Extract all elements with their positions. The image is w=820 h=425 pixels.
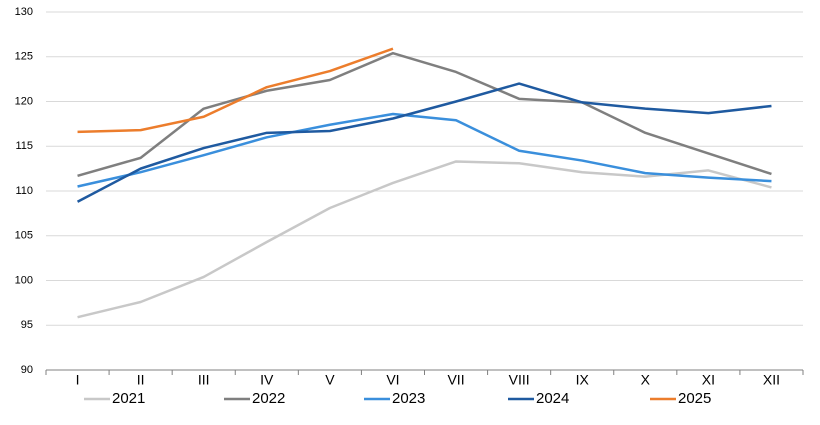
series-line	[77, 160, 772, 319]
legend-label: 2024	[536, 390, 569, 407]
series-line	[76, 82, 772, 203]
legend-label: 2021	[112, 390, 145, 407]
x-tick-label: VIII	[509, 372, 530, 388]
y-tick-label: 110	[15, 185, 33, 197]
legend-label: 2025	[678, 390, 711, 407]
y-tick-label: 105	[15, 230, 33, 242]
x-tick-label: XI	[702, 372, 715, 388]
x-tick-label: VI	[386, 372, 399, 388]
series-line	[77, 47, 394, 134]
y-tick-label: 120	[15, 95, 33, 107]
series-line	[77, 112, 772, 188]
x-tick-label: I	[76, 372, 80, 388]
x-tick-label: IX	[576, 372, 590, 388]
series-line	[77, 51, 772, 177]
x-tick-label: X	[641, 372, 651, 388]
x-tick-label: IV	[260, 372, 274, 388]
y-tick-label: 130	[15, 6, 33, 18]
legend-label: 2023	[392, 390, 425, 407]
y-tick-label: 125	[15, 51, 33, 63]
y-tick-label: 90	[21, 364, 33, 376]
y-tick-label: 115	[15, 140, 33, 152]
x-tick-label: XII	[763, 372, 780, 388]
legend-label: 2022	[252, 390, 285, 407]
x-tick-label: II	[137, 372, 145, 388]
x-tick-label: V	[325, 372, 335, 388]
x-tick-label: VII	[447, 372, 464, 388]
x-tick-label: III	[198, 372, 210, 388]
y-tick-label: 95	[21, 319, 33, 331]
y-tick-label: 100	[15, 274, 33, 286]
